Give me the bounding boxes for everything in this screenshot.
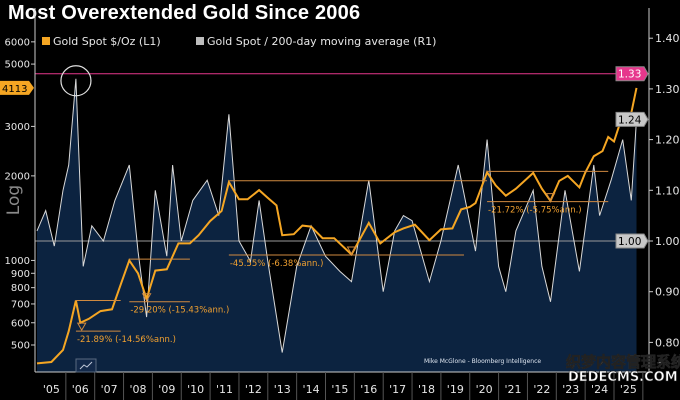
drawdown-marker-icon-0 [76, 322, 87, 332]
left-tick-label: 600 [11, 318, 30, 329]
legend-swatch-gold [42, 37, 50, 45]
left-tick-label: 6000 [5, 37, 30, 48]
x-tick-label: '21 [505, 383, 522, 396]
legend-swatch-ratio [196, 37, 204, 45]
drawdown-label-2: -45.55% (-6.38%ann.) [230, 259, 324, 269]
chart-type-button[interactable] [75, 358, 97, 373]
x-tick-label: '23 [562, 383, 579, 396]
ratio-area-fill [37, 78, 637, 373]
x-tick-label: '10 [187, 383, 204, 396]
right-tick-label: 1.20 [655, 134, 680, 147]
x-tick-label: '22 [533, 383, 550, 396]
left-axis-label: Log [4, 185, 24, 215]
right-tick-label: 0.90 [655, 286, 680, 299]
right-marker-badge-0 [615, 66, 649, 82]
left-tick-label: 700 [11, 299, 30, 310]
drawdown-label-0: -21.89% (-14.56%ann.) [77, 335, 176, 345]
x-tick-label: '12 [245, 383, 262, 396]
right-marker-label-1: 1.24 [618, 114, 642, 126]
drawdown-marker-icon-1 [141, 293, 152, 302]
right-marker-badge-1 [615, 111, 649, 127]
right-marker-badge-2 [615, 233, 649, 249]
drawdown-marker-icon-2 [346, 246, 357, 255]
left-tick-label: 800 [11, 283, 30, 294]
right-tick-label: 1.40 [655, 32, 680, 45]
right-marker-label-0: 1.33 [618, 69, 641, 81]
last-price-badge [0, 80, 34, 95]
left-tick-label: 500 [11, 341, 30, 352]
x-tick-label: '05 [43, 383, 60, 396]
x-tick-label: '17 [389, 383, 406, 396]
watermark-line-2: DEDECMS.COM [568, 370, 678, 385]
x-tick-label: '15 [331, 383, 348, 396]
x-tick-label: '13 [274, 383, 291, 396]
highlight-circle [60, 65, 92, 97]
drawdown-label-1: -29.20% (-15.43%ann.) [130, 306, 229, 316]
x-tick-label: '18 [418, 383, 435, 396]
gold-series-line [36, 87, 638, 365]
x-tick-label: '07 [101, 383, 118, 396]
last-price-label: 4113 [2, 84, 27, 95]
legend-label-ratio: Gold Spot / 200-day moving average (R1) [207, 35, 436, 48]
watermark-line-1: 织梦内容管理系统 [566, 353, 680, 371]
x-tick-label: '14 [303, 383, 320, 396]
left-tick-label: 5000 [5, 60, 30, 71]
legend: Gold Spot $/Oz (L1) Gold Spot / 200-day … [42, 35, 436, 48]
legend-label-gold: Gold Spot $/Oz (L1) [53, 35, 161, 48]
left-tick-label: 2000 [5, 171, 30, 182]
right-tick-label: 0.80 [655, 336, 680, 349]
x-tick-label: '25 [620, 383, 637, 396]
drawdown-marker-icon-3 [545, 193, 556, 202]
source-label: Mike McGlone - Bloomberg Intelligence [424, 358, 541, 365]
drawdown-label-3: -21.72% (-5.75%ann.) [488, 206, 582, 216]
right-marker-label-2: 1.00 [618, 236, 641, 248]
line-chart-icon [79, 361, 93, 370]
right-tick-label: 1.00 [655, 235, 680, 248]
left-tick-label: 1000 [5, 256, 30, 267]
x-tick-label: '16 [360, 383, 377, 396]
right-tick-label: 1.10 [655, 184, 680, 197]
x-tick-label: '11 [216, 383, 233, 396]
x-tick-label: '19 [447, 383, 464, 396]
x-tick-label: '06 [72, 383, 89, 396]
x-tick-label: '08 [129, 383, 146, 396]
x-tick-label: '20 [476, 383, 493, 396]
left-tick-label: 3000 [5, 122, 30, 133]
x-tick-label: '09 [158, 383, 175, 396]
chart-title: Most Overextended Gold Since 2006 [8, 2, 361, 24]
left-tick-label: 900 [11, 269, 30, 280]
right-tick-label: 1.30 [655, 83, 680, 96]
x-tick-label: '24 [591, 383, 608, 396]
